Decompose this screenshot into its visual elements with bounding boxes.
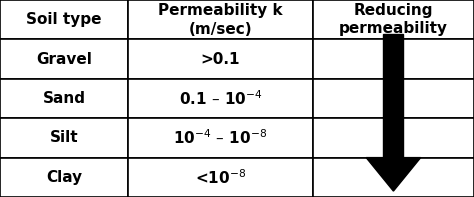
Text: Sand: Sand	[43, 91, 85, 106]
Text: >0.1: >0.1	[201, 52, 240, 67]
Text: Soil type: Soil type	[26, 12, 102, 27]
Text: 10$^{-4}$ – 10$^{-8}$: 10$^{-4}$ – 10$^{-8}$	[173, 129, 267, 147]
Bar	[0, 39, 128, 79]
Bar	[128, 158, 313, 197]
Bar	[313, 118, 474, 158]
Text: <10$^{-8}$: <10$^{-8}$	[195, 168, 246, 187]
Bar	[128, 118, 313, 158]
Bar	[0, 79, 128, 118]
Bar	[128, 39, 313, 79]
Bar	[313, 39, 474, 79]
Polygon shape	[366, 158, 421, 191]
Bar	[128, 0, 313, 39]
Bar	[0, 118, 128, 158]
Text: Gravel: Gravel	[36, 52, 92, 67]
Bar	[383, 34, 403, 158]
Bar	[128, 79, 313, 118]
Bar	[313, 79, 474, 118]
Text: Reducing
permeability: Reducing permeability	[339, 3, 448, 36]
Bar	[0, 158, 128, 197]
Text: Permeability k
(m/sec): Permeability k (m/sec)	[158, 3, 283, 36]
Text: Silt: Silt	[50, 130, 78, 145]
Bar	[0, 0, 128, 39]
Bar	[313, 158, 474, 197]
Text: 0.1 – 10$^{-4}$: 0.1 – 10$^{-4}$	[179, 89, 262, 108]
Text: Clay: Clay	[46, 170, 82, 185]
Bar	[313, 0, 474, 39]
